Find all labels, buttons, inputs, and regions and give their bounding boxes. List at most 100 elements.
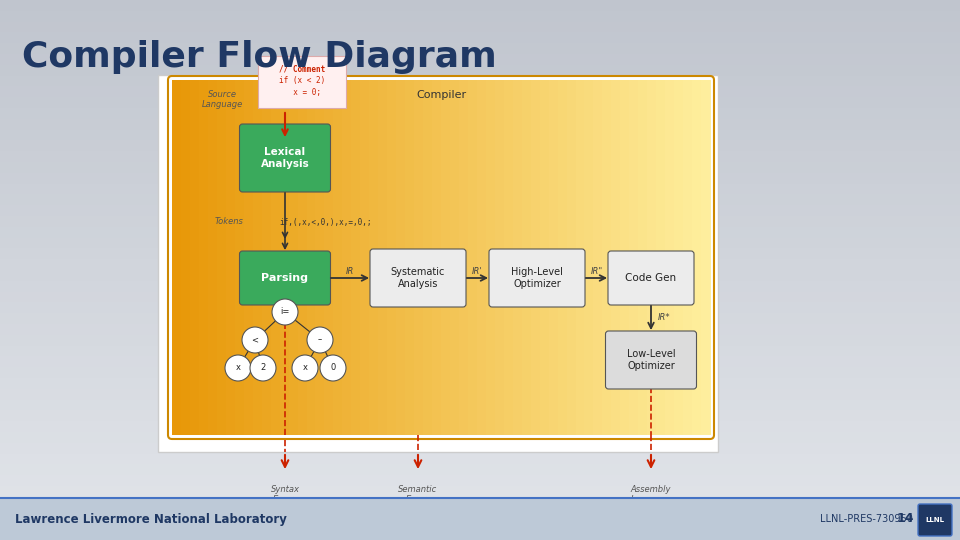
Bar	[172, 80, 182, 435]
Bar	[0, 64, 960, 76]
Bar	[190, 80, 200, 435]
Bar	[674, 80, 684, 435]
Bar	[0, 312, 960, 324]
Bar	[405, 80, 415, 435]
Bar	[0, 334, 960, 346]
Bar	[0, 388, 960, 400]
Bar	[0, 193, 960, 205]
Bar	[226, 80, 236, 435]
Bar	[0, 183, 960, 194]
Bar	[647, 80, 658, 435]
Bar	[0, 517, 960, 529]
Bar	[638, 80, 648, 435]
Text: Parsing: Parsing	[261, 273, 308, 283]
Bar	[566, 80, 577, 435]
Circle shape	[225, 355, 251, 381]
Bar	[0, 139, 960, 151]
Text: x: x	[302, 363, 307, 373]
Bar	[306, 80, 317, 435]
Bar	[423, 80, 433, 435]
Text: if,(,x,<,0,),x,=,0,;: if,(,x,<,0,),x,=,0,;	[279, 218, 372, 226]
Circle shape	[320, 355, 346, 381]
Text: x = 0;: x = 0;	[283, 88, 321, 97]
Bar	[0, 226, 960, 238]
Bar	[0, 431, 960, 443]
Bar	[316, 80, 325, 435]
Text: IR: IR	[346, 267, 354, 275]
Bar	[585, 80, 594, 435]
Bar	[603, 80, 612, 435]
Bar	[513, 80, 522, 435]
Bar	[0, 118, 960, 130]
Bar	[378, 80, 388, 435]
Text: x: x	[235, 363, 241, 373]
Bar	[0, 129, 960, 140]
Text: Low-Level
Optimizer: Low-Level Optimizer	[627, 349, 675, 371]
Bar	[0, 474, 960, 486]
Bar	[0, 215, 960, 227]
Bar	[0, 323, 960, 335]
Text: Code Gen: Code Gen	[625, 273, 677, 283]
Text: 2: 2	[260, 363, 266, 373]
Bar	[262, 80, 272, 435]
Text: Compiler: Compiler	[416, 90, 466, 100]
Bar	[0, 96, 960, 108]
FancyBboxPatch shape	[608, 251, 694, 305]
Bar	[0, 463, 960, 475]
Text: <: <	[252, 335, 258, 345]
Bar	[0, 53, 960, 65]
Text: Lexical
Analysis: Lexical Analysis	[260, 147, 309, 169]
Bar	[0, 150, 960, 162]
Text: –: –	[318, 335, 323, 345]
Bar	[665, 80, 675, 435]
Bar	[0, 377, 960, 389]
Bar	[0, 107, 960, 119]
Text: 14: 14	[897, 512, 914, 525]
Bar	[450, 80, 460, 435]
Text: High-Level
Optimizer: High-Level Optimizer	[511, 267, 563, 289]
Text: Lawrence Livermore National Laboratory: Lawrence Livermore National Laboratory	[15, 512, 287, 525]
Bar	[0, 409, 960, 421]
Bar	[432, 80, 442, 435]
Bar	[258, 56, 346, 108]
Bar	[252, 80, 263, 435]
Bar	[441, 80, 451, 435]
Bar	[0, 355, 960, 367]
Bar	[0, 345, 960, 356]
Text: Assembly
Language: Assembly Language	[631, 485, 672, 504]
Text: Tokens: Tokens	[215, 218, 244, 226]
Bar	[0, 399, 960, 410]
Bar	[575, 80, 586, 435]
Text: i=: i=	[280, 307, 290, 316]
Bar	[351, 80, 361, 435]
Bar	[289, 80, 299, 435]
Bar	[0, 172, 960, 184]
Bar	[235, 80, 245, 435]
Circle shape	[292, 355, 318, 381]
Bar	[477, 80, 487, 435]
Bar	[414, 80, 424, 435]
Bar	[521, 80, 532, 435]
Bar	[271, 80, 280, 435]
Bar	[468, 80, 478, 435]
Text: IR*: IR*	[658, 314, 671, 322]
Bar	[333, 80, 344, 435]
Bar	[0, 485, 960, 497]
Text: LLNL: LLNL	[925, 517, 945, 523]
Text: Semantic
Errors: Semantic Errors	[398, 485, 438, 504]
Bar	[360, 80, 371, 435]
FancyBboxPatch shape	[239, 251, 330, 305]
Bar	[0, 258, 960, 270]
FancyBboxPatch shape	[489, 249, 585, 307]
Bar	[0, 161, 960, 173]
Bar	[620, 80, 631, 435]
Bar	[0, 75, 960, 86]
Bar	[486, 80, 495, 435]
Bar	[396, 80, 406, 435]
Bar	[343, 80, 352, 435]
Text: Systematic
Analysis: Systematic Analysis	[391, 267, 445, 289]
Circle shape	[250, 355, 276, 381]
Circle shape	[307, 327, 333, 353]
Bar	[0, 498, 960, 540]
Bar	[0, 0, 960, 11]
